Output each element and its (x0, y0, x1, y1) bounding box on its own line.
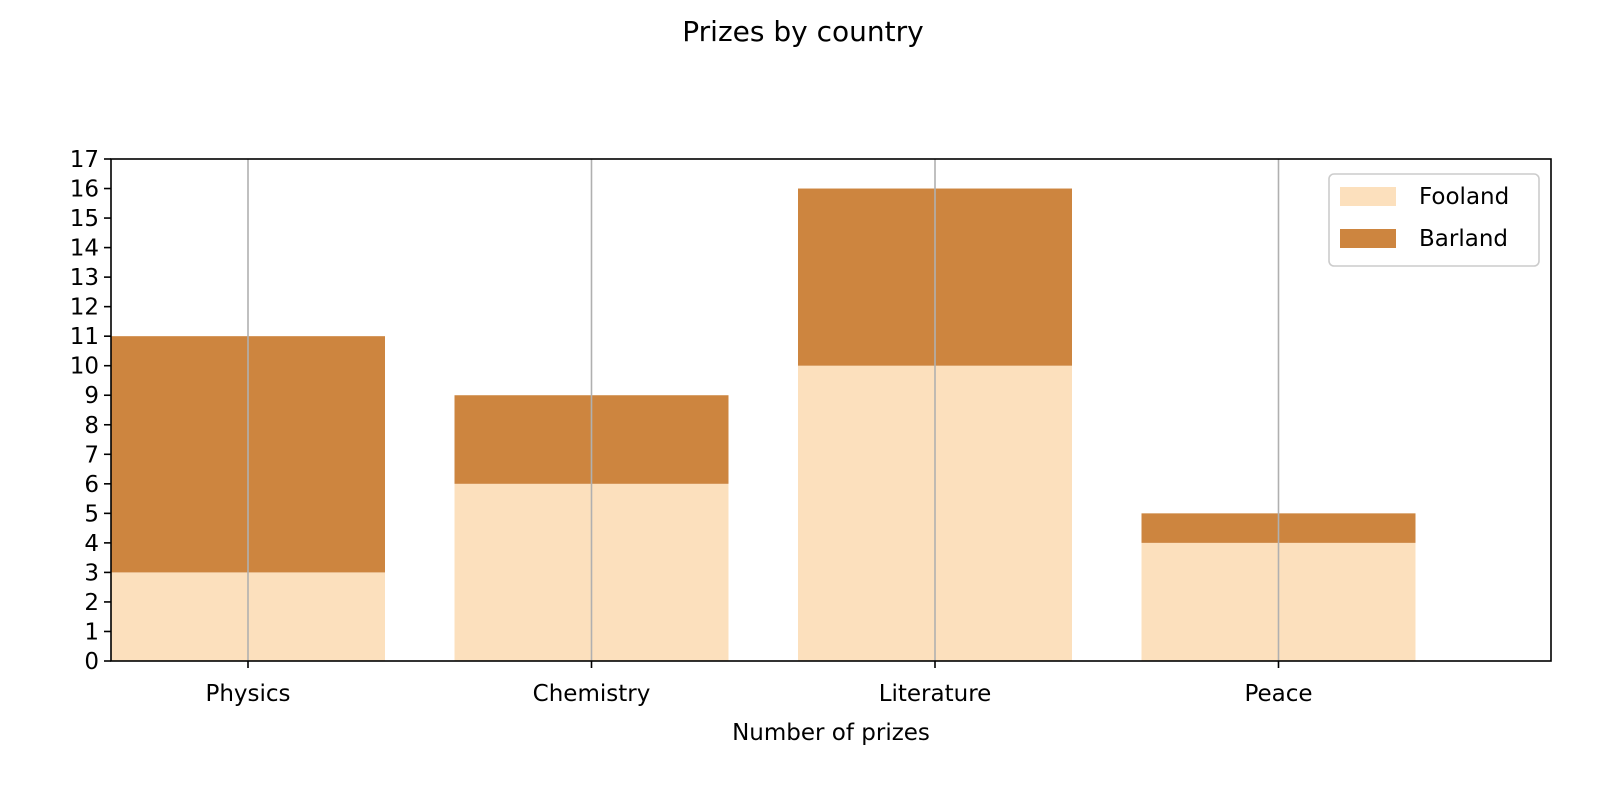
y-tick-label: 7 (84, 442, 99, 468)
y-tick-label: 17 (70, 147, 99, 173)
y-tick-label: 11 (70, 324, 99, 350)
legend-swatch-barland (1340, 229, 1396, 248)
legend: Fooland Barland (1328, 173, 1540, 267)
x-tick-label-chemistry: Chemistry (533, 681, 651, 707)
x-tick-label-peace: Peace (1244, 681, 1312, 707)
legend-swatch-fooland (1340, 187, 1396, 206)
y-tick-label: 15 (70, 206, 99, 232)
legend-label-barland: Barland (1419, 226, 1508, 252)
y-tick-label: 14 (70, 236, 99, 262)
y-tick-label: 8 (84, 413, 99, 439)
y-tick-label: 13 (70, 265, 99, 291)
legend-label-fooland: Fooland (1419, 184, 1509, 210)
y-tick-label: 10 (70, 354, 99, 380)
y-tick-label: 3 (84, 560, 99, 586)
y-tick-label: 0 (84, 649, 99, 675)
y-tick-label: 1 (84, 619, 99, 645)
y-tick-label: 9 (84, 383, 99, 409)
x-tick-label-physics: Physics (205, 681, 290, 707)
y-tick-label: 2 (84, 590, 99, 616)
y-tick-label: 6 (84, 472, 99, 498)
plot-frame (110, 158, 1552, 662)
y-tick-label: 12 (70, 295, 99, 321)
y-tick-label: 16 (70, 177, 99, 203)
chart-title: Prizes by country (682, 15, 923, 48)
x-axis: Physics Chemistry Literature Peace (205, 661, 1313, 707)
x-tick-label-literature: Literature (879, 681, 992, 707)
y-tick-label: 5 (84, 501, 99, 527)
x-axis-title: Number of prizes (732, 720, 930, 746)
gridline-overlay (247, 159, 1280, 661)
y-tick-label: 4 (84, 531, 99, 557)
